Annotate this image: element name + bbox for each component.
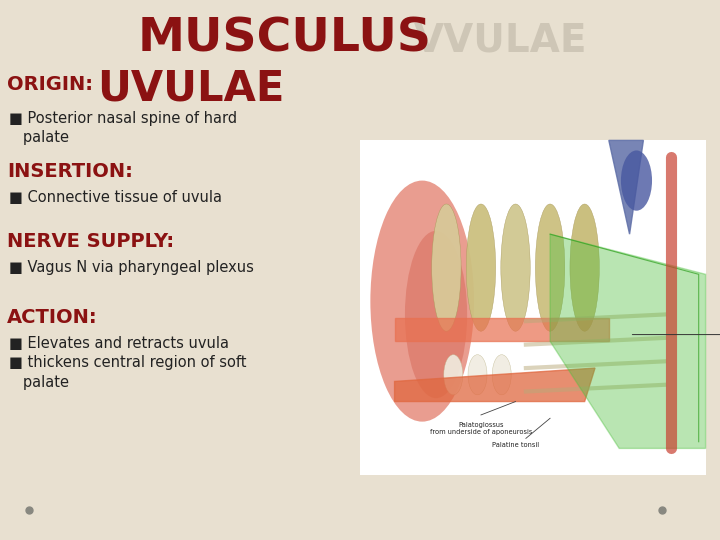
Text: Palatine tonsil: Palatine tonsil [492,442,539,448]
Ellipse shape [621,151,652,211]
Text: ■ Connective tissue of uvula: ■ Connective tissue of uvula [9,190,222,205]
Polygon shape [395,318,609,341]
Text: palate: palate [9,375,68,390]
Ellipse shape [536,204,564,331]
Text: palate: palate [9,130,68,145]
Text: ORIGIN:: ORIGIN: [7,75,93,93]
Text: ■ Elevates and retracts uvula: ■ Elevates and retracts uvula [9,336,229,351]
Bar [360,140,706,475]
Ellipse shape [432,204,461,331]
Text: UVULAE: UVULAE [97,68,284,110]
Text: NERVE SUPPLY:: NERVE SUPPLY: [7,232,174,251]
Text: ACTION:: ACTION: [7,308,98,327]
Ellipse shape [467,204,495,331]
Text: VVULAE: VVULAE [414,22,588,59]
Ellipse shape [468,355,487,395]
Ellipse shape [370,180,474,422]
Text: MUSCULUS: MUSCULUS [138,16,431,61]
Polygon shape [609,140,644,234]
Text: Palatoglossus
from underside of aponeurosis: Palatoglossus from underside of aponeuro… [430,422,532,435]
Ellipse shape [444,355,463,395]
Text: ■ thickens central region of soft: ■ thickens central region of soft [9,355,246,370]
Polygon shape [550,234,706,448]
Polygon shape [395,368,595,402]
Text: ■ Vagus N via pharyngeal plexus: ■ Vagus N via pharyngeal plexus [9,260,253,275]
Ellipse shape [405,231,467,398]
Ellipse shape [501,204,530,331]
Ellipse shape [492,355,511,395]
Ellipse shape [570,204,599,331]
Text: ■ Posterior nasal spine of hard: ■ Posterior nasal spine of hard [9,111,237,126]
Text: INSERTION:: INSERTION: [7,162,133,181]
